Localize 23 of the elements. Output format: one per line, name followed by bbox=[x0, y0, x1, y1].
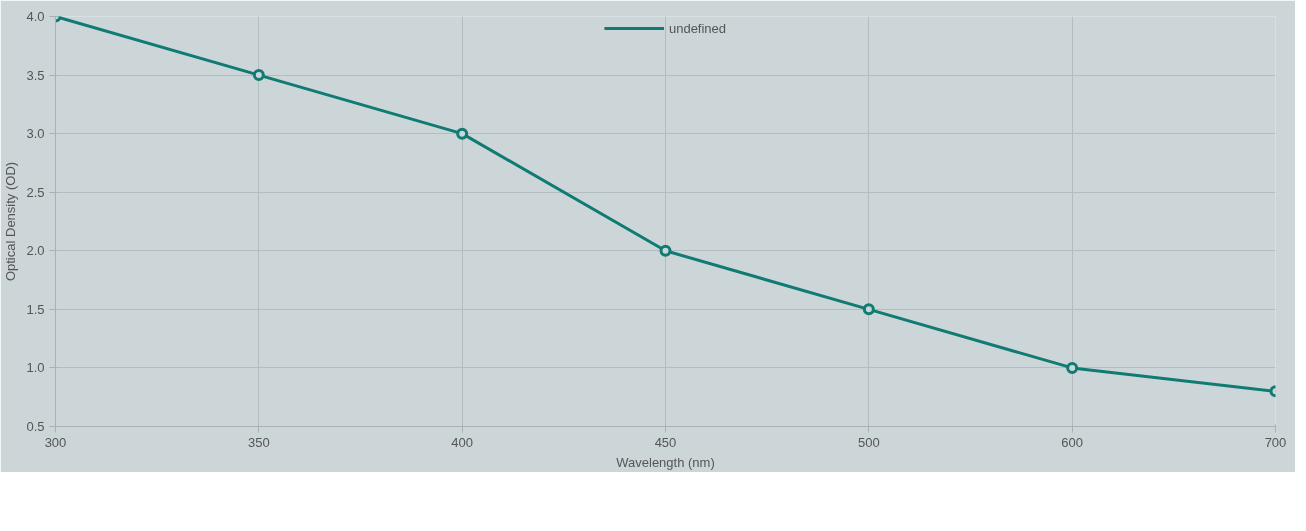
point bbox=[456, 127, 469, 140]
point bbox=[252, 69, 265, 82]
x-tick-label: 350 bbox=[247, 434, 270, 450]
point bbox=[659, 244, 672, 257]
x-tick-label: 700 bbox=[1264, 434, 1287, 450]
y-tick-label: 2.0 bbox=[26, 243, 45, 259]
y-tick-label: 1.0 bbox=[26, 360, 45, 376]
x-tick-label: 500 bbox=[857, 434, 880, 450]
y-tick-label: 3.5 bbox=[26, 67, 45, 83]
y-tick-label: 4.0 bbox=[26, 9, 45, 24]
x-tick-label: 300 bbox=[44, 434, 67, 450]
y-tick-label: 2.5 bbox=[26, 184, 45, 200]
x-tick-label: 450 bbox=[654, 434, 677, 450]
x-tick-label: 600 bbox=[1061, 434, 1084, 450]
y-tick-label: 0.5 bbox=[26, 419, 45, 434]
legend-label: undefined bbox=[668, 20, 727, 36]
x-axis-title: Wavelength (nm) bbox=[616, 454, 715, 470]
y-tick-label: 3.0 bbox=[26, 126, 45, 142]
point bbox=[1066, 361, 1079, 374]
y-axis-title: Optical Density (OD) bbox=[3, 161, 19, 282]
y-tick-label: 1.5 bbox=[26, 301, 45, 317]
x-tick-label: 400 bbox=[451, 434, 474, 450]
point bbox=[862, 303, 875, 316]
